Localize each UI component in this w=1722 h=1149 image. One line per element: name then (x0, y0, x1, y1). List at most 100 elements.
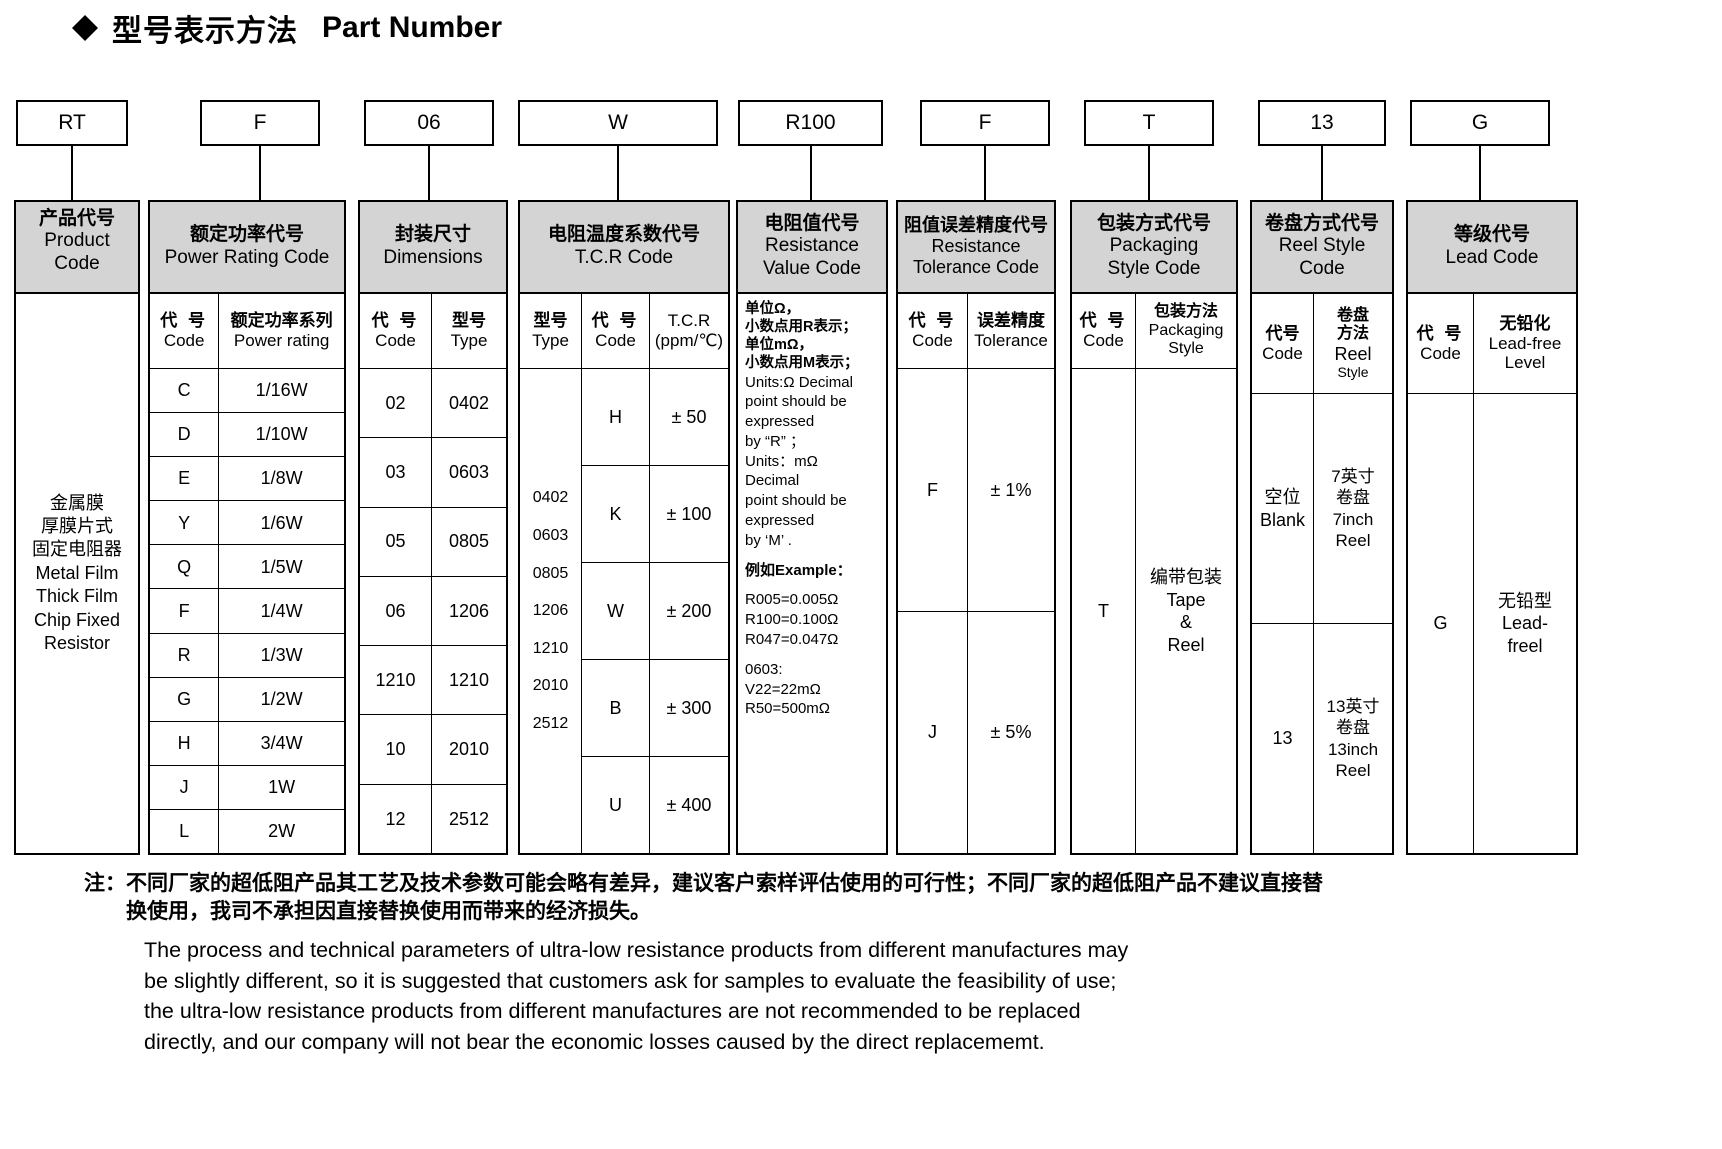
table-cell-code: F (150, 589, 219, 634)
table-cell-code: 13 (1252, 624, 1313, 853)
connector-line (984, 146, 986, 200)
header-en-2: Value Code (763, 257, 861, 279)
product-description: 金属膜 厚膜片式 固定电阻器 Metal Film Thick Film Chi… (16, 294, 138, 853)
column-header: 阻值误差精度代号 Resistance Tolerance Code (898, 202, 1054, 294)
column-packaging-style: 包装方式代号 Packaging Style Code 代 号 Code T 包… (1070, 200, 1238, 855)
note-en-line: The process and technical parameters of … (144, 938, 1129, 963)
code-box-value: T (1142, 111, 1156, 134)
code-box-value: F (253, 111, 267, 134)
th-cn: 误差精度 (977, 311, 1045, 331)
table-cell-code: H (582, 369, 649, 466)
table-cell-code: T (1098, 600, 1109, 621)
example-label: 例如Example： (745, 561, 852, 579)
footer-note: 注： 不同厂家的超低阻产品其工艺及技术参数可能会略有差异，建议客户索样评估使用的… (84, 870, 1694, 1058)
th-type: 型号 Type (432, 294, 506, 369)
style-cn: 编带包装 (1150, 567, 1222, 587)
code-box-product: RT (16, 100, 128, 146)
table-cell-code: Q (150, 545, 219, 590)
th-cn: 代号 (1265, 323, 1300, 343)
reel-cn-1: 13英寸 (1326, 697, 1380, 716)
th-tcr: T.C.R (ppm/℃) (650, 294, 728, 369)
table-cell-rating: 1/8W (219, 457, 344, 502)
th-code: 代 号 Code (150, 294, 219, 369)
table-cell-code: G (1433, 613, 1448, 634)
style-en-2: & (1179, 612, 1192, 632)
desc-line: 厚膜片式 (41, 516, 113, 537)
header-en-2: Code (54, 252, 100, 274)
th-en-1: Reel (1334, 343, 1372, 364)
th-en: Code (595, 331, 636, 350)
header-cn: 包装方式代号 (1096, 212, 1211, 234)
example2-line: R50=500mΩ (745, 700, 831, 718)
table-cell-rating: 1W (219, 766, 344, 810)
example2-label: 0603: (745, 660, 783, 678)
header-en-1: Reel Style (1278, 235, 1366, 257)
header-en: T.C.R Code (574, 246, 674, 268)
header-en: Power Rating Code (164, 246, 330, 268)
table-cell-tolerance: ± 1% (968, 369, 1054, 612)
table-cell-rating: 2W (268, 821, 296, 842)
table-cell-tcr: ± 200 (650, 563, 728, 660)
th-lead-free: 无铅化 Lead-free Level (1474, 294, 1576, 394)
note-cn-line: 单位mΩ， (745, 337, 814, 354)
column-header: 额定功率代号 Power Rating Code (150, 202, 344, 294)
th-tolerance: 误差精度 Tolerance (968, 294, 1054, 369)
note-cn-line-2: 换使用，我司不承担因直接替换使用而带来的经济损失。 (126, 899, 651, 923)
table-cell-type: 1210 (432, 646, 506, 716)
th-en: Code (1083, 331, 1124, 350)
style-en-1: Tape (1166, 589, 1206, 610)
reel-cn-2: 卷盘 (1336, 718, 1370, 738)
reel-en-2: Reel (1335, 530, 1371, 550)
note-en-line: Units:Ω Decimal (745, 373, 853, 391)
column-header: 电阻温度系数代号 T.C.R Code (520, 202, 728, 294)
example2-line: V22=22mΩ (745, 680, 821, 698)
table-cell-code: C (150, 369, 219, 414)
code-en: Blank (1259, 509, 1306, 530)
style-en-3: Reel (1167, 634, 1205, 655)
table-cell-code: B (582, 660, 649, 757)
header-en-1: Resistance (931, 235, 1021, 256)
table-cell-code: 1210 (360, 646, 431, 716)
column-dimensions: 封装尺寸 Dimensions 代 号 Code 02 03 05 06 121… (358, 200, 508, 855)
table-cell-rating: 1/4W (219, 589, 344, 634)
header-cn: 电阻值代号 (764, 212, 860, 234)
table-cell-rating: 1/3W (219, 634, 344, 678)
th-en: Code (163, 331, 205, 350)
th-code: 代 号 Code (1072, 294, 1135, 369)
table-cell-rating: 1/10W (219, 413, 344, 458)
spacer (745, 580, 879, 590)
header-en-2: Code (1299, 257, 1345, 279)
page-title: 型号表示方法 Part Number (72, 6, 502, 50)
note-cn-line: 小数点用R表示； (745, 319, 857, 336)
note-cn-line: 小数点用M表示； (745, 355, 859, 372)
header-cn: 产品代号 (38, 208, 115, 229)
table-cell-tcr: ± 100 (650, 466, 728, 563)
code-cn: 13 (1272, 728, 1293, 749)
note-en-line: by “R” ； (745, 432, 806, 450)
table-cell-type: 1206 (432, 577, 506, 647)
code-box-tolerance: F (920, 100, 1050, 146)
table-cell-tcr: ± 400 (666, 794, 712, 815)
level-cn: 无铅型 (1498, 590, 1552, 611)
th-code: 代号 Code (1252, 294, 1313, 394)
diamond-bullet-icon (72, 2, 98, 41)
connector-line (259, 146, 261, 200)
page-title-cn: 型号表示方法 (112, 15, 298, 48)
table-cell-tcr: ± 50 (650, 369, 728, 466)
table-cell-code: G (150, 678, 219, 722)
th-cn-2: 方法 (1336, 325, 1369, 343)
th-en-2: Level (1504, 353, 1546, 373)
table-cell-code: J (928, 722, 937, 742)
table-cell-code: 05 (360, 508, 431, 577)
table-cell-code: E (150, 457, 219, 502)
desc-line: Metal Film (35, 562, 119, 583)
th-en-1: Lead-free (1488, 333, 1562, 353)
note-cn-line: 单位Ω， (745, 301, 801, 317)
code-box-dimensions: 06 (364, 100, 494, 146)
column-lead-code: 等级代号 Lead Code 代 号 Code G 无铅化 Lead-free … (1406, 200, 1578, 855)
table-cell-code: Y (150, 501, 219, 546)
desc-line: Chip Fixed (33, 609, 121, 630)
column-header: 电阻值代号 Resistance Value Code (738, 202, 886, 294)
th-code: 代 号 Code (582, 294, 649, 369)
column-power-rating: 额定功率代号 Power Rating Code 代 号 Code C D E … (148, 200, 346, 855)
